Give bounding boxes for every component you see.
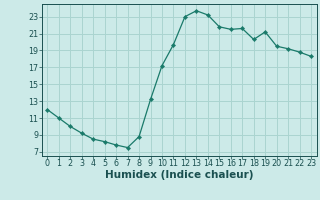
X-axis label: Humidex (Indice chaleur): Humidex (Indice chaleur) [105,170,253,180]
